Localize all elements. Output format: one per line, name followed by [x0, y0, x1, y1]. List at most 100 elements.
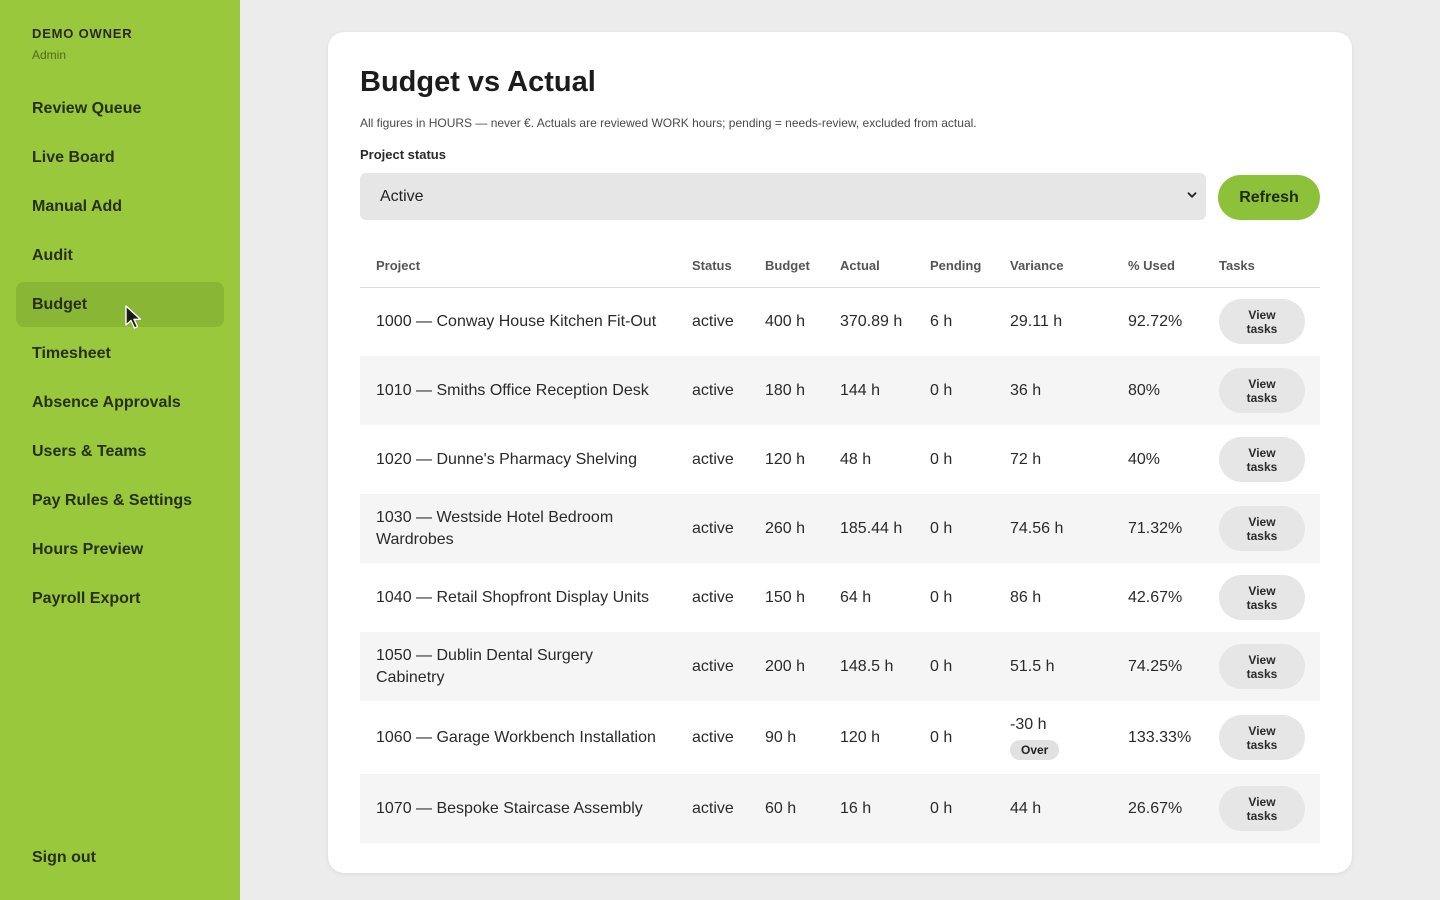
view-tasks-button[interactable]: View tasks [1219, 437, 1305, 482]
user-role: Admin [32, 48, 67, 62]
budget-cell: 260 h [765, 494, 840, 563]
view-tasks-button[interactable]: View tasks [1219, 299, 1305, 345]
sign-out-link[interactable]: Sign out [32, 849, 96, 866]
table-row: 1000 — Conway House Kitchen Fit-Out acti… [360, 287, 1320, 356]
variance-cell: 36 h [1010, 356, 1128, 425]
view-tasks-button[interactable]: View tasks [1219, 715, 1305, 760]
sidebar-item-payroll-export[interactable]: Payroll Export [16, 576, 224, 621]
sidebar-item-live-board[interactable]: Live Board [16, 135, 224, 180]
actual-cell: 185.44 h [840, 494, 930, 563]
variance-cell: 29.11 h [1010, 312, 1063, 330]
sidebar-item-label: Budget [32, 295, 88, 313]
over-budget-badge: Over [1010, 740, 1060, 760]
sidebar-item-manual-add[interactable]: Manual Add [16, 184, 224, 229]
sidebar-item-label: Audit [32, 246, 73, 264]
pending-cell: 0 h [930, 774, 1010, 843]
sidebar-item-audit[interactable]: Audit [16, 233, 224, 278]
tasks-cell: View tasks [1219, 701, 1320, 774]
variance-cell: 74.56 h [1010, 494, 1128, 563]
pending-cell: 0 h [930, 588, 953, 606]
tasks-cell: View tasks [1219, 494, 1320, 563]
table-row: 1040 — Retail Shopfront Display Units ac… [360, 563, 1320, 632]
actual-cell: 370.89 h [840, 312, 903, 330]
used-cell: 133.33% [1128, 728, 1192, 746]
budget-table: Project Status Budget Actual Pending Var… [360, 244, 1320, 843]
pending-cell: 0 h [930, 494, 1010, 563]
view-tasks-button[interactable]: View tasks [1219, 575, 1305, 620]
used-cell: 92.72% [1128, 312, 1183, 330]
tasks-cell: View tasks [1219, 632, 1320, 701]
sidebar-item-hours-preview[interactable]: Hours Preview [16, 527, 224, 572]
sidebar-item-timesheet[interactable]: Timesheet [16, 331, 224, 376]
used-cell: 74.25% [1128, 632, 1219, 701]
mouse-pointer-icon [125, 305, 142, 329]
used-cell: 71.32% [1128, 494, 1219, 563]
used-cell: 80% [1128, 356, 1219, 425]
budget-card: Budget vs Actual All figures in HOURS — … [328, 32, 1352, 873]
sidebar-nav: Review Queue Live Board Manual Add Audit… [16, 86, 224, 625]
project-cell: 1010 — Smiths Office Reception Desk [360, 356, 692, 425]
sidebar-item-label: Pay Rules & Settings [32, 491, 193, 509]
column-header-status: Status [692, 244, 765, 288]
sidebar-item-pay-rules-settings[interactable]: Pay Rules & Settings [16, 478, 224, 523]
table-header-row: Project Status Budget Actual Pending Var… [360, 244, 1320, 288]
table-row: 1050 — Dublin Dental Surgery Cabinetry a… [360, 632, 1320, 701]
actual-cell: 144 h [840, 356, 930, 425]
sidebar-item-budget[interactable]: Budget [16, 282, 224, 327]
tasks-cell: View tasks [1219, 356, 1320, 425]
sidebar-item-label: Absence Approvals [32, 393, 181, 411]
page-title: Budget vs Actual [360, 66, 596, 98]
table-row: 1060 — Garage Workbench Installation act… [360, 701, 1320, 774]
sidebar: DEMO OWNER Admin Review Queue Live Board… [0, 0, 240, 900]
budget-cell: 60 h [765, 774, 840, 843]
tasks-cell: View tasks [1219, 287, 1320, 356]
sidebar-item-absence-approvals[interactable]: Absence Approvals [16, 380, 224, 425]
tasks-cell: View tasks [1219, 425, 1320, 494]
table-row: 1020 — Dunne's Pharmacy Shelving active … [360, 425, 1320, 494]
tasks-cell: View tasks [1219, 774, 1320, 843]
budget-cell: 120 h [765, 450, 806, 468]
sidebar-item-label: Users & Teams [32, 442, 147, 460]
project-cell: 1000 — Conway House Kitchen Fit-Out [376, 312, 657, 330]
used-cell: 42.67% [1128, 588, 1183, 606]
budget-cell: 200 h [765, 632, 840, 701]
project-cell: 1060 — Garage Workbench Installation [376, 728, 656, 746]
actual-cell: 64 h [840, 588, 872, 606]
variance-cell: 51.5 h [1010, 632, 1128, 701]
sidebar-item-label: Timesheet [32, 344, 111, 362]
used-cell: 40% [1128, 450, 1161, 468]
status-cell: active [692, 450, 734, 468]
refresh-button[interactable]: Refresh [1218, 175, 1320, 220]
variance-cell: -30 h Over [1010, 701, 1128, 774]
status-cell: active [692, 774, 765, 843]
status-cell: active [692, 728, 734, 746]
actual-cell: 16 h [840, 774, 930, 843]
table-row: 1030 — Westside Hotel Bedroom Wardrobes … [360, 494, 1320, 563]
used-cell: 26.67% [1128, 774, 1219, 843]
project-status-label: Project status [360, 147, 446, 162]
status-cell: active [692, 632, 765, 701]
column-header-pending: Pending [930, 244, 1010, 288]
budget-cell: 90 h [765, 728, 797, 746]
variance-cell: 44 h [1010, 774, 1128, 843]
status-cell: active [692, 588, 734, 606]
column-header-budget: Budget [765, 244, 840, 288]
project-status-select[interactable]: Active [360, 173, 1206, 220]
view-tasks-button[interactable]: View tasks [1219, 368, 1305, 413]
actual-cell: 48 h [840, 450, 872, 468]
column-header-variance: Variance [1010, 244, 1128, 288]
budget-cell: 150 h [765, 588, 806, 606]
actual-cell: 148.5 h [840, 632, 930, 701]
actual-cell: 120 h [840, 728, 881, 746]
sidebar-item-label: Hours Preview [32, 540, 144, 558]
view-tasks-button[interactable]: View tasks [1219, 786, 1305, 831]
variance-cell: 86 h [1010, 588, 1042, 606]
sidebar-item-review-queue[interactable]: Review Queue [16, 86, 224, 131]
status-cell: active [692, 356, 765, 425]
view-tasks-button[interactable]: View tasks [1219, 506, 1305, 551]
view-tasks-button[interactable]: View tasks [1219, 644, 1305, 689]
sidebar-item-label: Payroll Export [32, 589, 141, 607]
pending-cell: 0 h [930, 450, 953, 468]
budget-cell: 400 h [765, 312, 806, 330]
sidebar-item-users-teams[interactable]: Users & Teams [16, 429, 224, 474]
